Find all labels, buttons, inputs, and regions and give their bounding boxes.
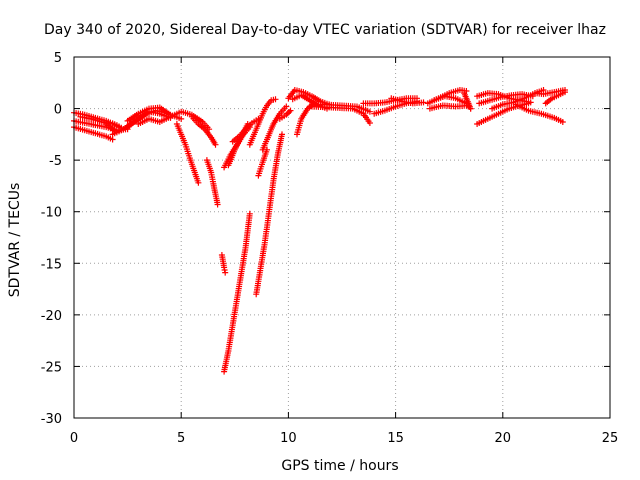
data-point-markers <box>461 90 474 112</box>
data-track <box>512 101 566 125</box>
y-tick-label: 5 <box>54 51 62 66</box>
x-tick-label: 20 <box>495 431 512 446</box>
y-tick-label: -20 <box>41 309 62 324</box>
data-track <box>253 131 285 298</box>
data-track <box>319 101 373 115</box>
y-tick-label: -15 <box>41 257 62 272</box>
plot-frame <box>73 56 611 419</box>
data-track <box>255 146 270 179</box>
data-track <box>221 210 253 375</box>
data-track <box>203 157 221 208</box>
y-tick-label: -30 <box>41 412 62 427</box>
data-track <box>542 89 568 107</box>
x-tick-label: 15 <box>387 431 404 446</box>
data-track <box>109 107 170 138</box>
data-point-markers <box>188 113 219 148</box>
data-point-markers <box>218 252 229 276</box>
data-track <box>229 115 262 145</box>
data-point-markers <box>109 107 170 138</box>
data-track <box>135 108 213 133</box>
data-point-markers <box>542 89 568 107</box>
data-point-markers <box>276 107 294 122</box>
data-point-markers <box>319 101 373 115</box>
data-point-markers <box>512 101 566 125</box>
data-point-markers <box>229 115 262 145</box>
y-axis-label: SDTVAR / TECUs <box>7 183 23 298</box>
data-point-markers <box>246 96 279 148</box>
data-series <box>71 87 568 375</box>
data-point-markers <box>255 146 270 179</box>
data-point-markers <box>221 210 253 375</box>
data-track <box>173 121 202 186</box>
data-track <box>259 103 290 153</box>
x-tick-label: 25 <box>602 431 619 446</box>
x-axis-label: GPS time / hours <box>281 458 398 474</box>
data-point-markers <box>426 102 472 112</box>
data-track <box>218 252 229 276</box>
x-tick-label: 10 <box>280 431 297 446</box>
data-track <box>426 102 472 112</box>
data-point-markers <box>203 157 221 208</box>
chart-title: Day 340 of 2020, Sidereal Day-to-day VTE… <box>44 22 606 38</box>
data-point-markers <box>135 108 213 133</box>
y-tick-label: -10 <box>41 206 62 221</box>
data-point-markers <box>259 103 290 153</box>
y-tick-label: 0 <box>54 103 62 118</box>
data-track <box>276 107 294 122</box>
data-point-markers <box>253 131 285 298</box>
x-tick-label: 5 <box>177 431 185 446</box>
data-point-markers <box>173 121 202 186</box>
data-track <box>246 96 279 148</box>
data-track <box>188 113 219 148</box>
y-tick-label: -25 <box>41 360 62 375</box>
y-tick-label: -5 <box>49 154 62 169</box>
axis-ticks: 0 5 10 15 20 25 -30 -25 -20 -15 -10 -5 0 5 <box>41 51 619 446</box>
x-tick-label: 0 <box>70 431 78 446</box>
data-point-markers <box>388 95 427 107</box>
data-track <box>388 95 427 107</box>
data-track <box>461 90 474 112</box>
